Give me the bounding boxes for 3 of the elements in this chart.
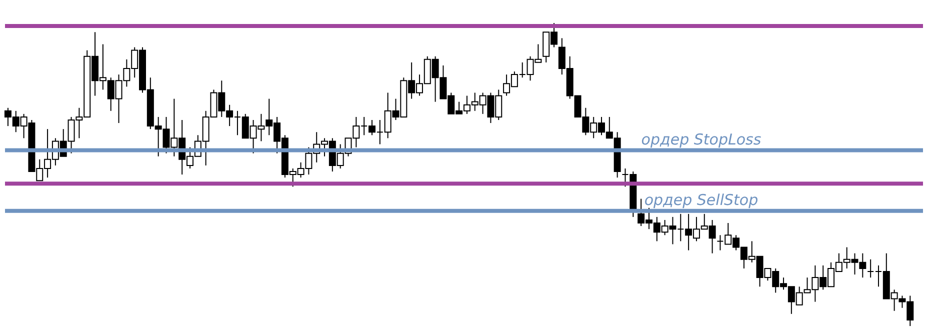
candlestick	[867, 258, 874, 278]
ref-line-label: ордер StopLoss	[641, 130, 762, 148]
ref-line-label: ордер SellStop	[644, 190, 758, 209]
